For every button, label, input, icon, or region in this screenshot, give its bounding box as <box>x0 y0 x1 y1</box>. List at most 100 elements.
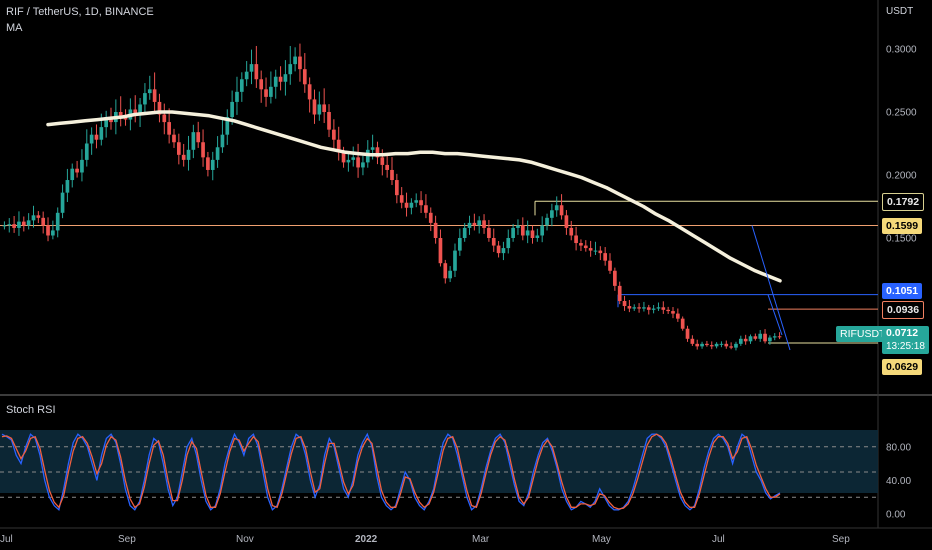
time-axis-tick: Jul <box>712 534 725 545</box>
price-tag-0-1599: 0.1599 <box>882 218 923 234</box>
time-axis-tick: Sep <box>118 534 136 545</box>
candle-body <box>588 248 593 251</box>
trend-line-lower[interactable] <box>767 294 783 336</box>
candle-body <box>104 117 109 128</box>
candle-body <box>520 225 525 236</box>
candle-body <box>293 56 297 65</box>
candle-body <box>666 309 670 312</box>
candle-body <box>395 180 399 196</box>
candle-body <box>574 235 578 244</box>
candle-body <box>46 225 50 236</box>
candle-body <box>768 337 772 342</box>
candle-body <box>26 220 31 226</box>
time-axis-tick: Mar <box>472 534 490 545</box>
ma-indicator-label[interactable]: MA <box>6 22 23 34</box>
candle-body <box>210 159 215 170</box>
candle-body <box>414 200 419 203</box>
candle-body <box>332 129 336 140</box>
candle-body <box>564 215 569 228</box>
candle-body <box>31 215 36 221</box>
candle-body <box>65 180 70 193</box>
candle-body <box>540 225 545 236</box>
candle-body <box>399 195 404 203</box>
candle-body <box>12 224 16 228</box>
candle-body <box>36 215 41 218</box>
price-axis-tick: 0.2500 <box>886 108 917 119</box>
candle-body <box>680 318 685 329</box>
candle-body <box>84 143 89 160</box>
candle-body <box>637 307 641 309</box>
candle-body <box>554 205 559 211</box>
bar-countdown: 13:25:18 <box>886 341 925 352</box>
current-price: 0.0712 <box>886 327 919 339</box>
candle-body <box>70 168 75 181</box>
candle-body <box>433 222 438 238</box>
candle-body <box>758 333 763 339</box>
candle-body <box>501 248 506 254</box>
candle-body <box>632 307 637 309</box>
candle-body <box>545 217 549 226</box>
candle-body <box>186 149 191 160</box>
candle-body <box>283 74 288 82</box>
symbol-title[interactable]: RIF / TetherUS, 1D, BINANCE <box>6 6 154 18</box>
candle-body <box>89 134 94 144</box>
trend-line-upper[interactable] <box>751 225 791 351</box>
candle-body <box>734 343 738 348</box>
candle-body <box>264 89 268 97</box>
candle-body <box>608 260 612 271</box>
price-tag-0-0629: 0.0629 <box>882 359 923 375</box>
candle-body <box>763 333 767 342</box>
candle-body <box>404 202 409 208</box>
stoch-rsi-label[interactable]: Stoch RSI <box>6 404 56 416</box>
candle-body <box>99 127 104 140</box>
moving-average-line <box>46 110 782 283</box>
candle-series <box>2 43 782 351</box>
candle-body <box>506 238 511 249</box>
candle-body <box>220 134 225 148</box>
candle-body <box>772 336 777 338</box>
candle-body <box>424 205 428 213</box>
candle-body <box>709 345 714 347</box>
candle-body <box>172 134 176 143</box>
candle-body <box>705 343 709 346</box>
candle-body <box>147 89 152 94</box>
candle-body <box>167 122 171 135</box>
price-axis-tick: 0.1500 <box>886 234 917 245</box>
candle-body <box>80 159 84 173</box>
candle-body <box>448 270 452 279</box>
candle-body <box>269 86 273 97</box>
candle-body <box>617 285 622 301</box>
candle-body <box>230 101 234 118</box>
candle-body <box>206 157 210 170</box>
candle-body <box>312 99 317 115</box>
candle-body <box>341 152 346 163</box>
candle-body <box>646 307 651 310</box>
candle-body <box>409 202 414 208</box>
candle-body <box>593 250 598 252</box>
candle-body <box>695 343 700 347</box>
candle-body <box>307 84 312 100</box>
candle-body <box>443 263 448 279</box>
candle-body <box>298 56 302 70</box>
candle-body <box>550 210 554 218</box>
candle-body <box>627 306 632 309</box>
candle-body <box>419 200 423 206</box>
candle-body <box>535 235 540 238</box>
candle-body <box>516 225 520 228</box>
candle-body <box>738 338 743 344</box>
time-axis-tick: Jul <box>0 534 13 545</box>
candle-body <box>51 230 55 236</box>
candle-body <box>2 225 7 227</box>
candle-body <box>559 205 564 216</box>
candle-body <box>579 243 583 246</box>
currency-label: USDT <box>886 6 914 17</box>
candle-body <box>75 168 79 173</box>
candle-body <box>603 253 608 261</box>
candle-body <box>438 238 443 264</box>
stoch-axis-tick: 40.00 <box>886 476 911 487</box>
time-axis-tick: 2022 <box>355 534 378 545</box>
candle-body <box>249 64 254 72</box>
candle-body <box>661 307 666 310</box>
price-tag-0-1051: 0.1051 <box>882 283 923 299</box>
